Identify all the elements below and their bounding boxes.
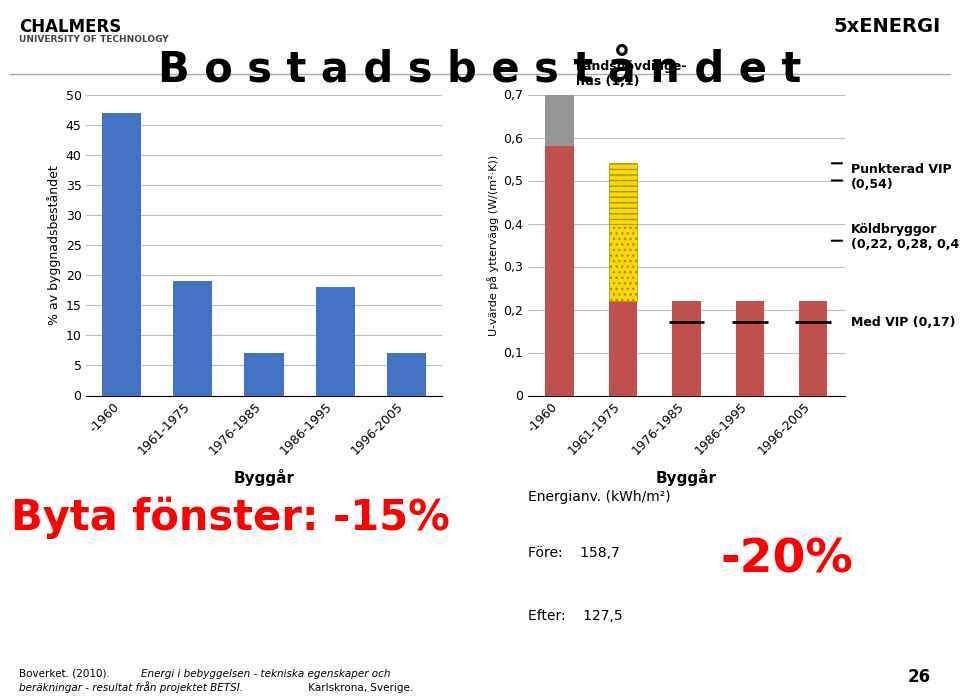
Bar [387,354,425,395]
Text: -20%: -20% [721,538,853,582]
Text: 26: 26 [908,668,931,686]
Text: Med VIP (0,17): Med VIP (0,17) [852,316,955,329]
X-axis label: Byggår: Byggår [233,469,295,486]
Bar [545,146,574,396]
Bar [545,0,574,395]
Bar [103,113,141,395]
Bar [609,163,637,223]
X-axis label: Byggår: Byggår [656,469,717,486]
Text: CHALMERS: CHALMERS [19,18,122,36]
Text: Punkterad VIP
(0,54): Punkterad VIP (0,54) [852,163,951,191]
Bar [174,281,212,396]
Bar [316,287,354,396]
Text: 5xENERGI: 5xENERGI [833,18,941,36]
Text: Köldbryggor
(0,22, 0,28, 0,40): Köldbryggor (0,22, 0,28, 0,40) [852,223,960,251]
Text: Landshövdinge-
hus (1,1): Landshövdinge- hus (1,1) [575,60,687,88]
Bar [799,301,828,396]
Text: Efter:    127,5: Efter: 127,5 [528,609,623,623]
Text: Byta fönster: -15%: Byta fönster: -15% [11,497,450,539]
Text: Boverket. (2010).: Boverket. (2010). [19,669,113,679]
Text: B o s t a d s b e s t å n d e t: B o s t a d s b e s t å n d e t [158,49,802,91]
Text: UNIVERSITY OF TECHNOLOGY: UNIVERSITY OF TECHNOLOGY [19,35,169,44]
Bar [735,301,764,396]
Bar [609,223,637,301]
Bar [672,301,701,396]
Text: beräkningar - resultat från projektet BETSI.: beräkningar - resultat från projektet BE… [19,681,243,693]
Text: Karlskrona, Sverige.: Karlskrona, Sverige. [305,683,414,693]
Bar [609,301,637,396]
Bar [245,354,283,395]
Text: Energi i bebyggelsen - tekniska egenskaper och: Energi i bebyggelsen - tekniska egenskap… [141,669,391,679]
Text: Energianv. (kWh/m²): Energianv. (kWh/m²) [528,490,671,504]
Y-axis label: U-värde på yttervägg (W/(m²·K)): U-värde på yttervägg (W/(m²·K)) [487,155,499,335]
Y-axis label: % av byggnadsbeståndet: % av byggnadsbeståndet [47,165,61,325]
Text: Före:    158,7: Före: 158,7 [528,546,620,560]
